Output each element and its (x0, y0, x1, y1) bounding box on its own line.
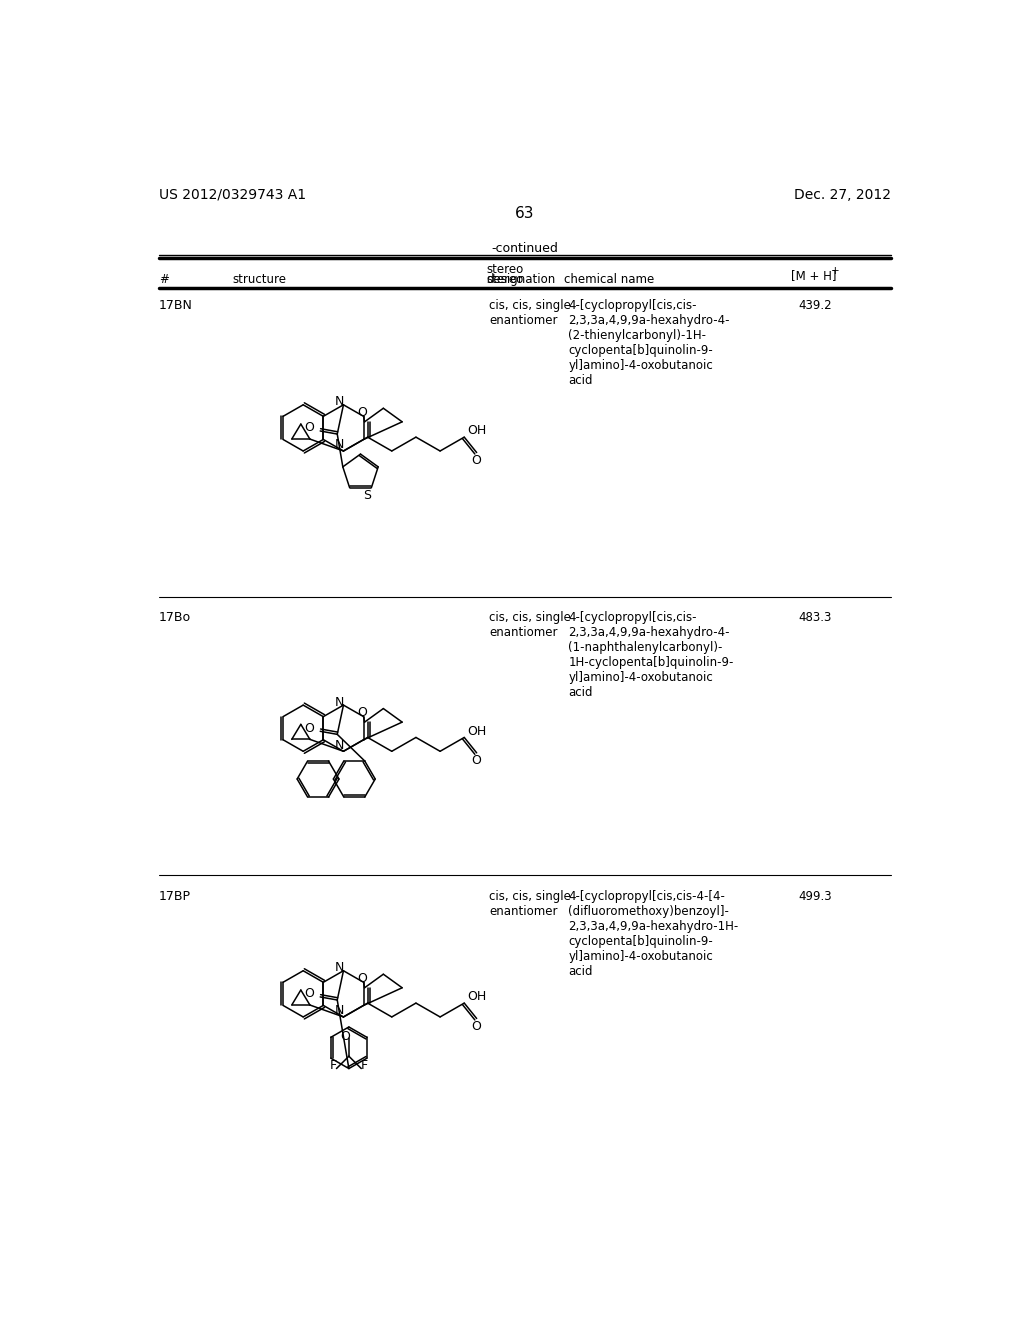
Text: O: O (357, 407, 368, 418)
Text: designation: designation (486, 273, 555, 286)
Text: 439.2: 439.2 (799, 298, 833, 312)
Text: #: # (159, 273, 169, 286)
Text: 17BP: 17BP (159, 890, 191, 903)
Text: US 2012/0329743 A1: US 2012/0329743 A1 (159, 187, 306, 202)
Text: chemical name: chemical name (563, 273, 653, 286)
Text: OH: OH (467, 725, 486, 738)
Text: N: N (335, 961, 344, 974)
Text: stereo: stereo (486, 263, 523, 276)
Text: stereo: stereo (486, 273, 523, 286)
Text: N: N (335, 438, 344, 451)
Text: 4-[cyclopropyl[cis,cis-
2,3,3a,4,9,9a-hexahydro-4-
(2-thienylcarbonyl)-1H-
cyclo: 4-[cyclopropyl[cis,cis- 2,3,3a,4,9,9a-he… (568, 298, 730, 387)
Text: OH: OH (467, 425, 486, 437)
Text: [M + H]: [M + H] (791, 269, 837, 282)
Text: S: S (364, 488, 372, 502)
Text: structure: structure (232, 273, 287, 286)
Text: O: O (304, 987, 314, 1001)
Text: -continued: -continued (492, 242, 558, 255)
Text: 63: 63 (515, 206, 535, 222)
Text: 4-[cyclopropyl[cis,cis-
2,3,3a,4,9,9a-hexahydro-4-
(1-naphthalenylcarbonyl)-
1H-: 4-[cyclopropyl[cis,cis- 2,3,3a,4,9,9a-he… (568, 611, 734, 700)
Text: N: N (335, 395, 344, 408)
Text: 483.3: 483.3 (799, 611, 831, 624)
Text: 17BN: 17BN (159, 298, 193, 312)
Text: O: O (340, 1030, 350, 1043)
Text: cis, cis, single
enantiomer: cis, cis, single enantiomer (489, 298, 571, 326)
Text: 4-[cyclopropyl[cis,cis-4-[4-
(difluoromethoxy)benzoyl]-
2,3,3a,4,9,9a-hexahydro-: 4-[cyclopropyl[cis,cis-4-[4- (difluorome… (568, 890, 738, 978)
Text: N: N (335, 1005, 344, 1018)
Text: O: O (472, 454, 481, 467)
Text: 499.3: 499.3 (799, 890, 833, 903)
Text: F: F (330, 1059, 337, 1072)
Text: 17Bo: 17Bo (159, 611, 191, 624)
Text: O: O (304, 722, 314, 735)
Text: +: + (830, 267, 840, 276)
Text: N: N (335, 696, 344, 709)
Text: O: O (304, 421, 314, 434)
Text: N: N (335, 739, 344, 751)
Text: Dec. 27, 2012: Dec. 27, 2012 (794, 187, 891, 202)
Text: O: O (357, 972, 368, 985)
Text: cis, cis, single
enantiomer: cis, cis, single enantiomer (489, 890, 571, 917)
Text: F: F (360, 1059, 368, 1072)
Text: O: O (472, 755, 481, 767)
Text: OH: OH (467, 990, 486, 1003)
Text: O: O (357, 706, 368, 719)
Text: cis, cis, single
enantiomer: cis, cis, single enantiomer (489, 611, 571, 639)
Text: O: O (472, 1020, 481, 1034)
